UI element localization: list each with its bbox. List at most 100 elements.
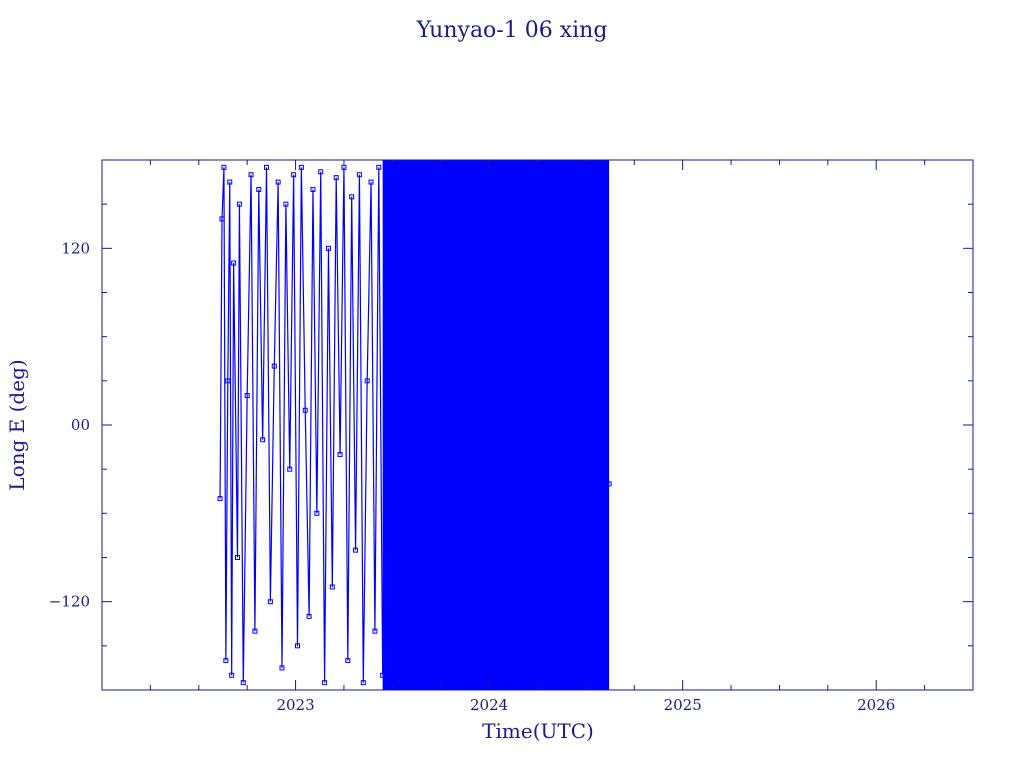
data-point xyxy=(536,164,542,170)
data-point xyxy=(302,407,308,413)
data-point xyxy=(399,201,405,207)
data-point xyxy=(231,260,237,266)
y-axis: 120 00 −120 xyxy=(49,203,973,647)
data-point xyxy=(291,172,297,178)
data-point xyxy=(391,163,397,169)
data-point xyxy=(310,186,316,192)
data-point xyxy=(548,163,554,169)
data-point xyxy=(565,681,571,687)
data-point xyxy=(444,166,450,172)
data-point xyxy=(333,175,339,181)
data-point xyxy=(345,658,351,664)
data-point xyxy=(298,164,304,170)
plot-series xyxy=(217,160,612,690)
data-point xyxy=(244,393,250,399)
data-point xyxy=(583,172,589,178)
data-point xyxy=(271,363,277,369)
data-point xyxy=(264,164,270,170)
series-line xyxy=(219,162,610,688)
series-group xyxy=(217,160,612,690)
data-point xyxy=(372,628,378,634)
y-tick-label: 120 xyxy=(61,239,90,257)
data-point xyxy=(449,681,455,687)
data-point xyxy=(353,547,359,553)
data-point xyxy=(356,172,362,178)
data-point xyxy=(577,680,583,686)
data-point xyxy=(283,201,289,207)
data-point xyxy=(341,164,347,170)
data-point xyxy=(223,658,229,664)
data-point xyxy=(473,684,479,690)
chart-title: Yunyao-1 06 xing xyxy=(416,18,608,43)
data-point xyxy=(554,678,560,684)
data-point xyxy=(360,680,366,686)
data-point xyxy=(376,164,382,170)
data-point xyxy=(217,496,223,502)
data-point xyxy=(287,466,293,472)
data-point xyxy=(229,672,235,678)
y-axis-label: Long E (deg) xyxy=(5,359,29,490)
data-point xyxy=(461,678,467,684)
data-point xyxy=(252,628,258,634)
data-point xyxy=(225,378,231,384)
y-tick-label: 00 xyxy=(71,416,90,434)
data-point xyxy=(432,163,438,169)
data-point xyxy=(318,169,324,175)
data-point xyxy=(478,169,484,175)
data-point xyxy=(490,160,496,166)
data-point xyxy=(387,599,393,605)
x-axis: 2023 2024 2025 2026 xyxy=(149,160,974,714)
data-point xyxy=(507,684,513,690)
data-point xyxy=(496,680,502,686)
data-point xyxy=(426,675,432,681)
data-point xyxy=(502,163,508,169)
data-point xyxy=(219,216,225,222)
x-tick-label: 2023 xyxy=(276,696,314,714)
data-point xyxy=(542,684,548,690)
data-point xyxy=(414,680,420,686)
data-point xyxy=(221,164,227,170)
data-point xyxy=(322,680,328,686)
data-point xyxy=(267,599,273,605)
data-point xyxy=(240,680,246,686)
data-point xyxy=(306,613,312,619)
data-point xyxy=(364,378,370,384)
x-tick-label: 2025 xyxy=(664,696,702,714)
data-point xyxy=(595,334,601,340)
data-point xyxy=(275,179,281,185)
data-point xyxy=(513,166,519,172)
data-point xyxy=(560,160,566,166)
data-point xyxy=(329,584,335,590)
data-point xyxy=(236,201,242,207)
data-point xyxy=(260,437,266,443)
data-point xyxy=(368,179,374,185)
data-point xyxy=(525,160,531,166)
data-point xyxy=(325,245,331,251)
x-axis-label: Time(UTC) xyxy=(482,719,594,743)
data-point xyxy=(600,451,606,457)
data-point xyxy=(606,481,612,487)
y-tick-label: −120 xyxy=(49,593,90,611)
data-point xyxy=(467,163,473,169)
data-point xyxy=(294,643,300,649)
data-point xyxy=(519,681,525,687)
data-point xyxy=(256,186,262,192)
x-tick-label: 2026 xyxy=(857,696,895,714)
data-point xyxy=(337,451,343,457)
data-point xyxy=(409,164,415,170)
x-tick-label: 2024 xyxy=(470,696,508,714)
data-point xyxy=(403,658,409,664)
data-point xyxy=(380,672,386,678)
data-point xyxy=(279,665,285,671)
data-point xyxy=(248,172,254,178)
data-point xyxy=(589,684,595,690)
data-point xyxy=(455,160,461,166)
data-point xyxy=(314,510,320,516)
data-point xyxy=(349,194,355,200)
data-point xyxy=(395,681,401,687)
data-point xyxy=(571,166,577,172)
data-point xyxy=(227,179,233,185)
data-point xyxy=(531,683,537,689)
data-point xyxy=(234,555,240,560)
